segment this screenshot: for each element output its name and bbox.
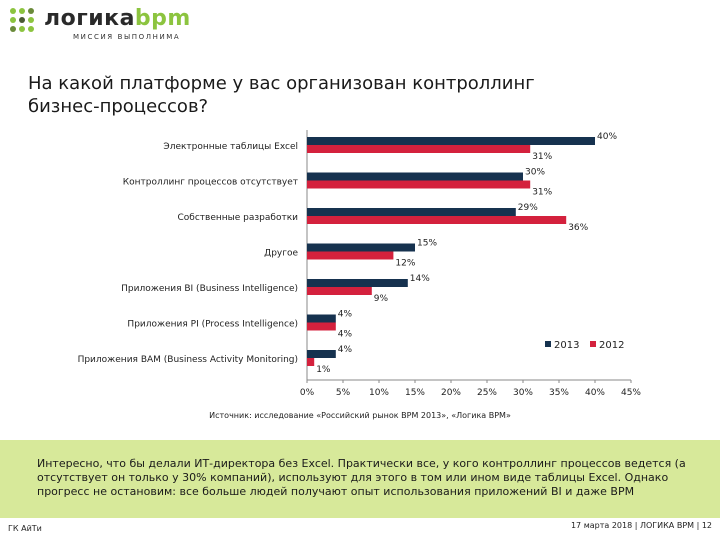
bar-2012: [307, 145, 531, 153]
bar-2012: [307, 322, 336, 331]
bar-2012: [307, 216, 567, 224]
data-label-2012: 36%: [568, 223, 588, 233]
data-label-2013: 30%: [525, 168, 545, 178]
data-label-2013: 29%: [518, 203, 538, 213]
bar-2013: [307, 137, 595, 145]
bar-2012: [307, 180, 531, 189]
x-tick-label: 5%: [336, 388, 351, 398]
data-label-2012: 1%: [316, 365, 331, 375]
x-tick-label: 15%: [405, 388, 425, 398]
x-tick-label: 20%: [441, 388, 461, 398]
legend-swatch-2012: [590, 341, 596, 347]
legend-swatch-2013: [545, 341, 551, 347]
bar-2013: [307, 279, 408, 287]
x-tick-label: 35%: [549, 388, 569, 398]
bar-2012: [307, 251, 394, 260]
legend-label-2013: 2013: [554, 340, 579, 351]
x-tick-label: 0%: [300, 388, 315, 398]
data-label-2012: 9%: [374, 294, 389, 304]
bar-2012: [307, 287, 372, 295]
category-label: Приложения BAM (Business Activity Monito…: [78, 355, 298, 365]
category-label: Другое: [264, 249, 298, 259]
x-tick-label: 45%: [621, 388, 641, 398]
bar-2013: [307, 243, 415, 252]
data-label-2012: 31%: [532, 188, 552, 198]
data-label-2013: 15%: [417, 239, 437, 249]
category-label: Собственные разработки: [178, 213, 299, 223]
data-label-2012: 12%: [395, 259, 415, 269]
data-label-2013: 14%: [410, 274, 430, 284]
page-title: На какой платформе у вас организован кон…: [28, 72, 588, 118]
legend-label-2012: 2012: [599, 340, 624, 351]
logo: логикаbpm МИССИЯ ВЫПОЛНИМА: [10, 6, 210, 46]
footer-date-page: 17 марта 2018 | ЛОГИКА BPM | 12: [570, 521, 712, 530]
source-note: Источник: исследование «Российский рынок…: [209, 411, 511, 420]
data-label-2013: 4%: [338, 310, 353, 320]
bar-2012: [307, 358, 315, 366]
conclusion-band: [0, 440, 720, 518]
category-label: Электронные таблицы Excel: [163, 142, 298, 152]
logo-name: логикаbpm: [44, 6, 191, 31]
logo-tagline: МИССИЯ ВЫПОЛНИМА: [73, 33, 181, 41]
x-tick-label: 30%: [513, 388, 533, 398]
x-tick-label: 10%: [369, 388, 389, 398]
bar-2013: [307, 350, 336, 358]
title-line-1: На какой платформе у вас организован кон…: [28, 73, 535, 94]
data-label-2013: 40%: [597, 132, 617, 142]
data-label-2013: 4%: [338, 345, 353, 355]
logo-mark-icon: [10, 8, 40, 38]
category-label: Приложения PI (Process Intelligence): [127, 320, 298, 330]
bar-2013: [307, 172, 523, 181]
data-label-2012: 4%: [338, 330, 353, 340]
conclusion-text: Интересно, что бы делали ИТ-директора бе…: [37, 457, 686, 498]
title-line-2: бизнес-процессов?: [28, 96, 209, 117]
bar-2013: [307, 208, 516, 216]
x-tick-label: 25%: [477, 388, 497, 398]
data-label-2012: 31%: [532, 152, 552, 162]
category-label: Приложения BI (Business Intelligence): [121, 284, 298, 294]
category-label: Контроллинг процессов отсутствует: [123, 178, 298, 188]
x-tick-label: 40%: [585, 388, 605, 398]
footer-company: ГК АйТи: [8, 524, 42, 533]
bar-2013: [307, 314, 336, 323]
